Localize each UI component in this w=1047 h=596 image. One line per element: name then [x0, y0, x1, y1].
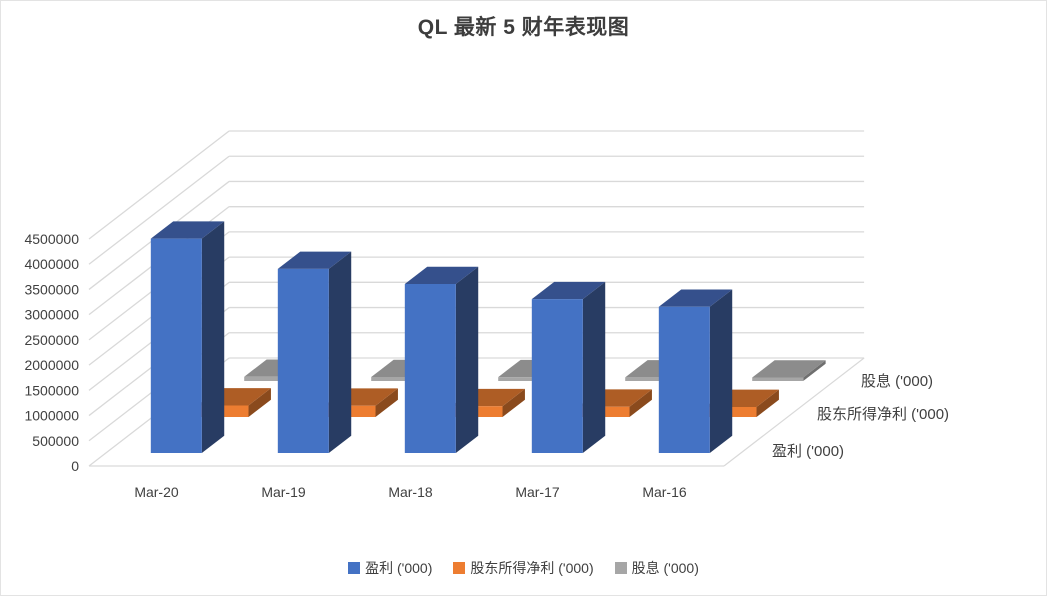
- bar-face-front: [658, 306, 710, 454]
- legend-item-net-profit: 股东所得净利 ('000): [453, 558, 594, 578]
- bar-face-top: [531, 281, 606, 300]
- category-axis-label: Mar-17: [515, 484, 560, 500]
- bar-face-front: [404, 284, 456, 454]
- y-axis-tick-label: 500000: [32, 433, 79, 449]
- bar-face-top: [752, 360, 826, 378]
- legend-swatch-profit: [348, 562, 361, 574]
- y-axis-tick-label: 2500000: [24, 332, 79, 348]
- bar-face-side: [756, 389, 779, 418]
- chart-title: QL 最新 5 财年表现图: [417, 16, 630, 39]
- bar-盈利 ('000)-Mar-20: [150, 221, 225, 454]
- legend-swatch-dividend: [614, 562, 627, 574]
- floor-right-edge: [723, 357, 865, 467]
- y-axis-tick-label: 4500000: [24, 231, 79, 247]
- bar-face-top: [277, 251, 352, 269]
- bar-盈利 ('000)-Mar-19: [277, 251, 352, 454]
- side-wall-gridline: [88, 130, 230, 240]
- bar-face-side: [709, 289, 733, 454]
- bar-盈利 ('000)-Mar-17: [531, 281, 606, 454]
- legend-item-dividend: 股息 ('000): [614, 558, 699, 578]
- y-axis-tick-label: 1500000: [24, 382, 79, 398]
- y-axis-tick-label: 1000000: [24, 408, 79, 424]
- legend-label-net-profit: 股东所得净利 ('000): [470, 560, 594, 576]
- y-axis-tick-label: 4000000: [24, 256, 79, 272]
- bar-盈利 ('000)-Mar-16: [658, 289, 733, 454]
- legend-swatch-net-profit: [453, 562, 466, 574]
- bar-股息 ('000)-Mar-16: [752, 360, 826, 382]
- y-axis-tick-label: 3500000: [24, 281, 79, 297]
- bar-face-top: [404, 266, 479, 285]
- series-axis-label-net-profit: 股东所得净利 ('000): [817, 406, 950, 423]
- category-axis-label: Mar-19: [261, 484, 306, 500]
- y-axis-tick-label: 0: [71, 458, 79, 474]
- series-axis-label-dividend: 股息 ('000): [861, 373, 934, 390]
- y-axis-tick-label: 3000000: [24, 307, 79, 323]
- bar-face-side: [455, 266, 479, 454]
- legend-label-dividend: 股息 ('000): [631, 560, 699, 576]
- y-axis-tick-label: 2000000: [24, 357, 79, 373]
- bar-face-front: [531, 299, 583, 454]
- bar-face-top: [658, 289, 733, 307]
- bar-face-front: [150, 238, 202, 454]
- category-axis-label: Mar-20: [134, 484, 179, 500]
- series-axis-label-profit: 盈利 ('000): [772, 443, 845, 460]
- bar-face-front: [752, 377, 804, 382]
- bar-face-top: [150, 221, 225, 239]
- bar-face-side: [803, 360, 826, 382]
- category-axis-label: Mar-18: [388, 484, 433, 500]
- category-axis-label: Mar-16: [642, 484, 687, 500]
- bar-face-side: [328, 251, 352, 454]
- bar-face-front: [277, 268, 329, 454]
- side-wall-gridline: [88, 155, 230, 265]
- legend-item-profit: 盈利 ('000): [348, 558, 432, 578]
- bar-face-side: [582, 281, 606, 454]
- bar-face-side: [201, 221, 225, 454]
- legend: 盈利 ('000) 股东所得净利 ('000) 股息 ('000): [1, 558, 1046, 578]
- bar-face-side: [375, 388, 398, 418]
- bar-盈利 ('000)-Mar-18: [404, 266, 479, 454]
- bar-face-side: [248, 388, 271, 418]
- bar-face-side: [502, 388, 525, 418]
- legend-label-profit: 盈利 ('000): [365, 560, 433, 576]
- bar-face-side: [629, 389, 652, 418]
